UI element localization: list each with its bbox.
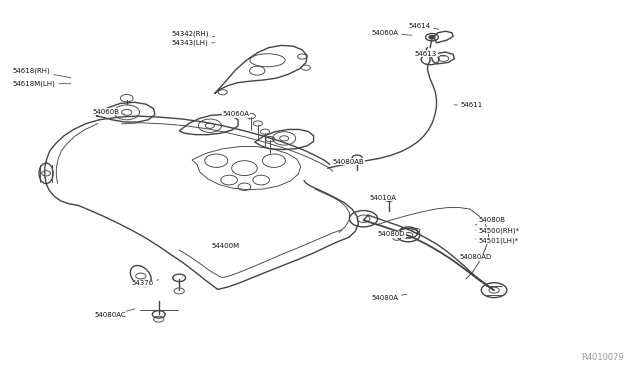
Text: 54010A: 54010A: [370, 194, 397, 201]
Text: 54080AB: 54080AB: [333, 159, 365, 165]
Circle shape: [429, 35, 435, 39]
Text: 54080A: 54080A: [371, 294, 407, 301]
Text: 54501(LH)*: 54501(LH)*: [475, 237, 519, 244]
Text: 54376: 54376: [131, 280, 159, 286]
Text: 54080B: 54080B: [475, 217, 506, 225]
Text: 54611: 54611: [454, 102, 483, 108]
Text: 54342(RH): 54342(RH): [172, 30, 215, 37]
Text: 54060A: 54060A: [223, 111, 250, 119]
Text: 54060A: 54060A: [371, 31, 412, 36]
Text: 54618(RH): 54618(RH): [13, 67, 71, 78]
Text: 54618M(LH): 54618M(LH): [13, 80, 71, 87]
Text: 54500(RH)*: 54500(RH)*: [475, 227, 520, 234]
Text: 54614: 54614: [408, 23, 439, 29]
Text: 54080AC: 54080AC: [95, 309, 135, 318]
Text: 54060B: 54060B: [93, 109, 125, 115]
Text: 54613: 54613: [415, 51, 445, 57]
Text: 54343(LH): 54343(LH): [172, 39, 215, 46]
Text: 54400M: 54400M: [211, 243, 239, 248]
Text: 54080AD: 54080AD: [460, 254, 492, 260]
Text: R4010079: R4010079: [581, 353, 624, 362]
Text: 54080D: 54080D: [378, 231, 405, 237]
